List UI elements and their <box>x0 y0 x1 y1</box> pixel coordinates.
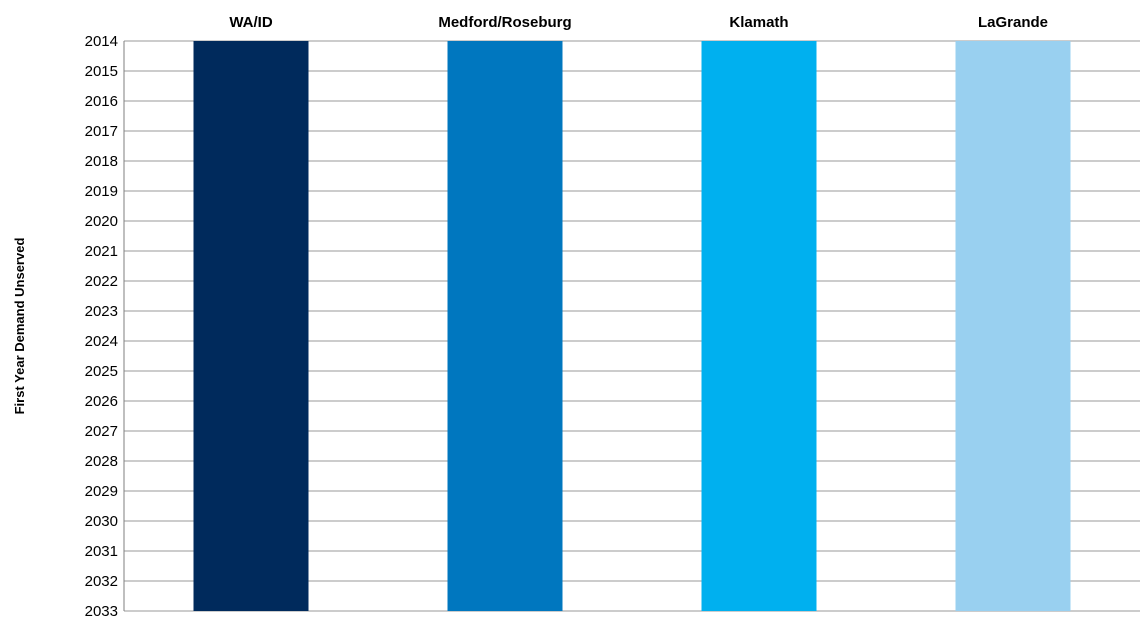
category-label: Klamath <box>729 14 788 31</box>
category-label: LaGrande <box>978 14 1048 31</box>
y-tick-label: 2031 <box>85 543 118 560</box>
y-tick-label: 2022 <box>85 273 118 290</box>
bar <box>447 41 563 611</box>
y-tick-label: 2029 <box>85 483 118 500</box>
y-tick-label: 2028 <box>85 453 118 470</box>
bar <box>193 41 309 611</box>
y-tick-label: 2021 <box>85 243 118 260</box>
y-tick-label: 2030 <box>85 513 118 530</box>
y-tick-label: 2025 <box>85 363 118 380</box>
bars <box>193 41 1071 611</box>
y-tick-label: 2023 <box>85 303 118 320</box>
y-tick-label: 2026 <box>85 393 118 410</box>
y-tick-label: 2018 <box>85 153 118 170</box>
y-tick-labels: 2014 2015 2016 2017 2018 2019 2020 2021 2022 2023… <box>85 33 118 617</box>
y-tick-label: 2027 <box>85 423 118 440</box>
bar <box>701 41 817 611</box>
y-tick-label: 2017 <box>85 123 118 140</box>
category-labels: WA/ID Medford/Roseburg Klamath LaGrande <box>229 14 1048 31</box>
category-label: Medford/Roseburg <box>438 14 571 31</box>
y-tick-label: 2020 <box>85 213 118 230</box>
y-tick-label: 2015 <box>85 63 118 80</box>
y-tick-label: 2019 <box>85 183 118 200</box>
category-label: WA/ID <box>229 14 272 31</box>
y-tick-label: 2014 <box>85 33 118 50</box>
bar <box>955 41 1071 611</box>
y-axis-label: First Year Demand Unserved <box>12 238 27 415</box>
y-tick-label: 2016 <box>85 93 118 110</box>
y-tick-label: 2032 <box>85 573 118 590</box>
y-tick-label: 2033 <box>85 603 118 617</box>
y-tick-label: 2024 <box>85 333 118 350</box>
